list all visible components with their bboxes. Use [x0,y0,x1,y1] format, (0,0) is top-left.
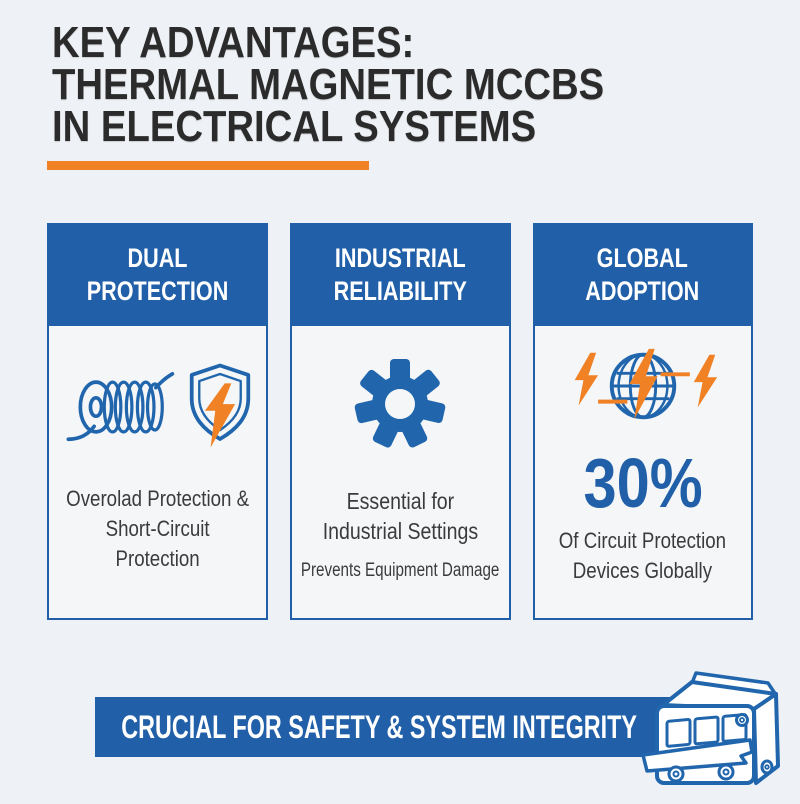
globe-bolts-icon [564,346,722,426]
card-title-line: ADOPTION [585,276,700,306]
card-title-line: INDUSTRIAL [334,243,466,273]
shield-bolt-icon [190,363,251,448]
card-global-adoption: GLOBAL ADOPTION [532,223,753,620]
footer-banner-text: CRUCIAL FOR SAFETY & SYSTEM INTEGRITY [121,708,637,745]
card-global-adoption-title: GLOBAL ADOPTION [586,242,700,308]
card-global-adoption-header: GLOBAL ADOPTION [533,224,752,326]
advantage-cards-row: DUAL PROTECTION [47,223,753,620]
card-industrial-reliability-subtext: Prevents Equipment Damage [300,560,500,581]
page-title: KEY ADVANTAGES: THERMAL MAGNETIC MCCBS I… [52,18,605,151]
card-industrial-reliability: INDUSTRIAL RELIABILITY [289,223,511,620]
card-dual-protection: DUAL PROTECTION [47,223,268,620]
card-industrial-reliability-title: INDUSTRIAL RELIABILITY [333,242,466,308]
gear-icon-svg [354,359,446,448]
card-dual-protection-header: DUAL PROTECTION [48,224,267,326]
card-industrial-reliability-body: Essential for Industrial Settings Preven… [292,326,509,618]
globe-bolts-icon-svg [574,348,717,420]
page-title-line1: KEY ADVANTAGES: [52,18,415,67]
coil-shield-icon [61,358,253,456]
card-text-line: Of Circuit Protection [559,528,727,553]
card-industrial-reliability-text: Essential for Industrial Settings [322,486,477,546]
card-text-line: Overolad Protection & [65,486,249,511]
card-title-line: GLOBAL [597,243,689,273]
card-dual-protection-title: DUAL PROTECTION [86,242,228,308]
coil-icon [66,372,175,442]
card-global-adoption-body: 30% Of Circuit Protection Devices Global… [535,326,752,618]
card-title-line: DUAL [127,243,188,273]
title-underline-rule [47,161,369,170]
card-title-line: PROTECTION [86,276,229,306]
card-text-line: Essential for [346,488,454,514]
card-text-line: Industrial Settings [322,518,478,544]
card-global-adoption-text: Of Circuit Protection Devices Globally [559,526,726,586]
page-title-line2: THERMAL MAGNETIC MCCBS [52,60,605,109]
footer-banner: CRUCIAL FOR SAFETY & SYSTEM INTEGRITY [95,697,713,757]
card-text-line: Devices Globally [573,558,713,583]
card-title-line: RELIABILITY [333,276,467,306]
global-adoption-stat: 30% [583,444,703,522]
card-text-line: Short-Circuit [105,516,210,541]
card-text-line: Protection [115,546,200,571]
gear-icon [351,354,449,454]
page-title-line3: IN ELECTRICAL SYSTEMS [52,102,537,151]
circuit-breaker-icon [637,664,795,804]
card-industrial-reliability-header: INDUSTRIAL RELIABILITY [290,224,510,326]
card-dual-protection-body: Overolad Protection & Short-Circuit Prot… [49,326,266,618]
card-dual-protection-text: Overolad Protection & Short-Circuit Prot… [66,484,249,574]
circuit-breaker-icon-svg [641,671,780,785]
